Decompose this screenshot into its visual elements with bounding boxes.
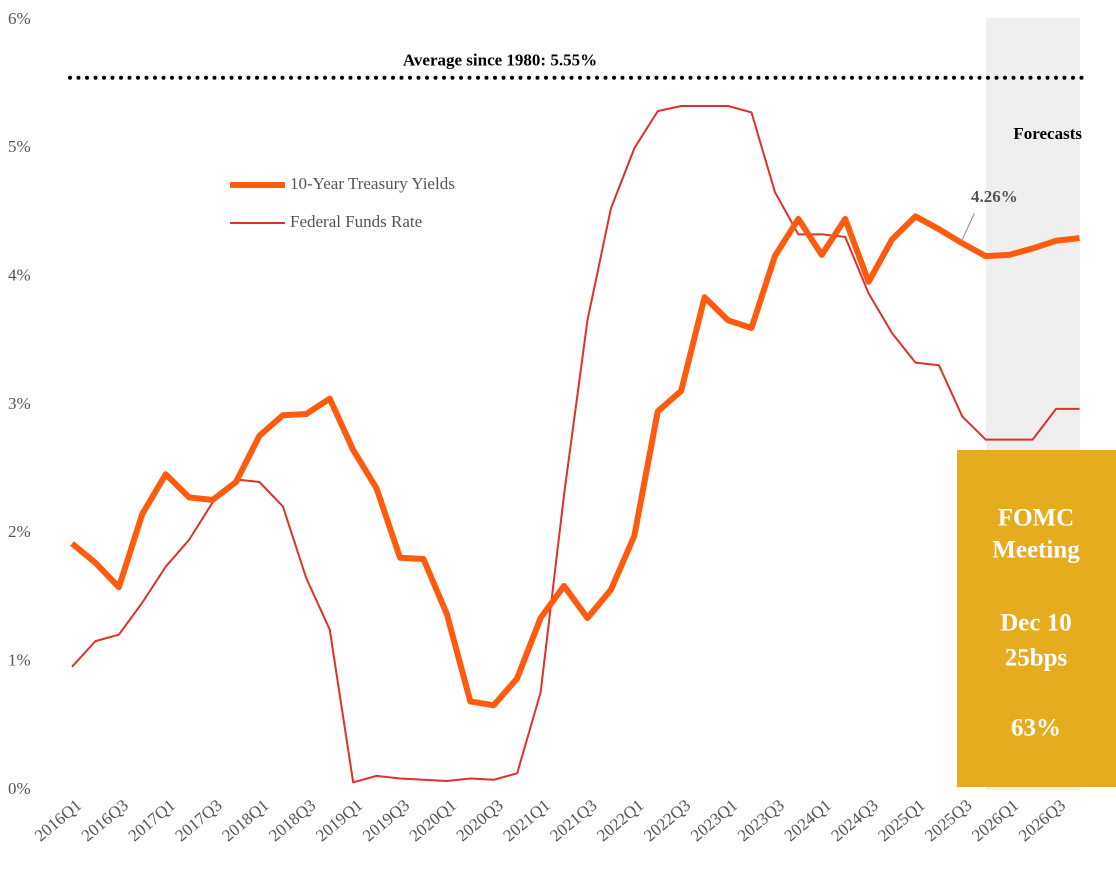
x-tick-label: 2021Q1: [500, 796, 554, 846]
callout-text: FOMC: [998, 505, 1074, 532]
x-tick-label: 2021Q3: [546, 796, 600, 846]
y-tick-label: 3%: [8, 394, 31, 413]
x-tick-label: 2017Q3: [171, 796, 225, 846]
x-tick-label: 2024Q3: [828, 796, 882, 846]
y-tick-label: 1%: [8, 651, 31, 670]
x-tick-label: 2016Q1: [31, 796, 85, 846]
x-tick-label: 2024Q1: [781, 796, 835, 846]
x-tick-label: 2026Q1: [968, 796, 1022, 846]
callout-box: [957, 450, 1116, 787]
x-tick-label: 2023Q1: [687, 796, 741, 846]
callout-text: Dec 10: [1000, 610, 1072, 637]
x-tick-label: 2018Q3: [265, 796, 319, 846]
data-label: 4.26%: [971, 187, 1018, 206]
y-tick-label: 0%: [8, 779, 31, 798]
x-tick-label: 2025Q1: [874, 796, 928, 846]
callout-text: 25bps: [1005, 645, 1068, 672]
forecast-label: Forecasts: [1013, 124, 1082, 143]
average-label: Average since 1980: 5.55%: [403, 51, 597, 70]
x-tick-label: 2017Q1: [125, 796, 179, 846]
y-tick-label: 2%: [8, 522, 31, 541]
x-tick-label: 2019Q1: [312, 796, 366, 846]
y-tick-label: 4%: [8, 266, 31, 285]
x-tick-label: 2019Q3: [359, 796, 413, 846]
x-tick-label: 2016Q3: [78, 796, 132, 846]
legend-label: Federal Funds Rate: [290, 212, 422, 231]
x-tick-label: 2023Q3: [734, 796, 788, 846]
x-tick-label: 2018Q1: [218, 796, 272, 846]
x-tick-label: 2022Q3: [640, 796, 694, 846]
x-tick-label: 2020Q3: [453, 796, 507, 846]
x-tick-label: 2020Q1: [406, 796, 460, 846]
y-tick-label: 6%: [8, 9, 31, 28]
callout-text: 63%: [1011, 715, 1061, 742]
y-tick-label: 5%: [8, 137, 31, 156]
x-tick-label: 2022Q1: [593, 796, 647, 846]
legend-label: 10-Year Treasury Yields: [290, 174, 455, 193]
callout-text: Meeting: [992, 537, 1080, 564]
x-tick-label: 2026Q3: [1015, 796, 1069, 846]
line-series: [71, 104, 1080, 784]
line-series: [70, 213, 1080, 709]
x-tick-label: 2025Q3: [921, 796, 975, 846]
label-leader: [961, 213, 975, 240]
